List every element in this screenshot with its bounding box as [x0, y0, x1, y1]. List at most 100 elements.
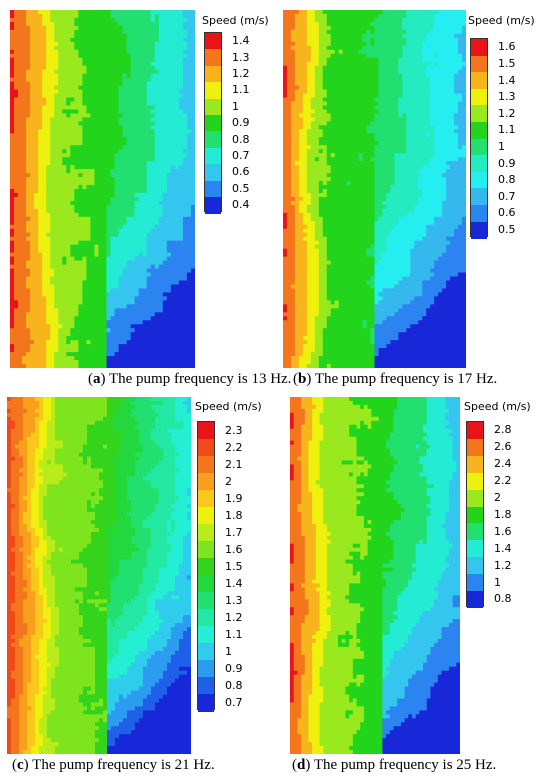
field-cell — [126, 320, 132, 325]
field-cell — [422, 61, 427, 67]
field-cell — [22, 296, 27, 301]
field-cell — [50, 53, 55, 59]
field-cell — [338, 65, 344, 71]
field-cell — [54, 137, 59, 142]
field-cell — [126, 364, 132, 368]
field-cell — [62, 29, 67, 35]
field-cell — [154, 276, 160, 282]
field-cell — [154, 200, 160, 206]
field-cell — [26, 161, 31, 166]
field-cell — [42, 81, 47, 87]
field-cell — [122, 352, 128, 357]
field-cell — [182, 252, 188, 258]
field-cell — [94, 141, 100, 146]
field-cell — [190, 292, 195, 297]
field-cell — [302, 10, 308, 15]
field-cell — [14, 41, 19, 47]
field-cell — [154, 232, 160, 238]
field-cell — [98, 280, 104, 286]
field-cell — [342, 21, 348, 27]
field-cell — [62, 348, 67, 353]
field-cell — [170, 65, 176, 71]
field-cell — [62, 161, 67, 166]
field-cell — [102, 204, 108, 210]
field-cell — [14, 248, 19, 254]
field-cell — [146, 105, 152, 111]
field-cell — [158, 304, 164, 309]
field-cell — [42, 224, 47, 230]
field-cell — [330, 57, 336, 63]
field-cell — [166, 117, 172, 122]
field-cell — [354, 13, 360, 19]
field-cell — [14, 244, 19, 250]
field-cell — [438, 53, 443, 59]
field-cell — [130, 185, 136, 190]
field-cell — [158, 89, 164, 95]
field-cell — [126, 45, 132, 51]
field-cell — [130, 69, 136, 75]
field-cell — [86, 332, 92, 337]
field-cell — [178, 308, 184, 313]
field-cell — [314, 25, 320, 31]
field-cell — [150, 105, 156, 111]
field-cell — [74, 81, 79, 87]
field-cell — [78, 173, 83, 178]
field-cell — [42, 137, 47, 142]
field-cell — [74, 57, 79, 63]
field-cell — [46, 45, 51, 51]
field-cell — [46, 13, 51, 19]
field-cell — [150, 364, 156, 368]
field-cell — [98, 29, 104, 35]
field-cell — [130, 57, 136, 63]
field-cell — [10, 97, 15, 103]
field-cell — [138, 53, 144, 59]
field-cell — [38, 109, 43, 115]
field-cell — [38, 288, 43, 294]
field-cell — [54, 264, 59, 270]
field-cell — [30, 232, 35, 238]
field-cell — [94, 89, 100, 95]
field-cell — [90, 173, 96, 178]
field-cell — [114, 320, 120, 325]
field-cell — [10, 109, 15, 115]
field-cell — [14, 49, 19, 55]
field-cell — [170, 129, 176, 134]
field-cell — [150, 77, 156, 83]
field-cell — [78, 244, 83, 250]
field-cell — [50, 97, 55, 103]
field-cell — [174, 192, 180, 198]
field-cell — [450, 69, 455, 75]
field-cell — [162, 232, 168, 238]
field-cell — [178, 157, 184, 162]
field-cell — [190, 45, 195, 51]
field-cell — [58, 69, 63, 75]
field-cell — [34, 181, 39, 186]
field-cell — [142, 192, 148, 198]
field-cell — [162, 340, 168, 345]
field-cell — [358, 69, 364, 75]
field-cell — [102, 113, 108, 118]
field-cell — [146, 340, 152, 345]
field-cell — [310, 10, 316, 15]
field-cell — [118, 177, 124, 182]
field-cell — [358, 73, 364, 79]
field-cell — [110, 364, 116, 368]
field-cell — [362, 53, 368, 59]
field-cell — [46, 192, 51, 198]
field-cell — [54, 101, 59, 107]
field-cell — [46, 200, 51, 206]
field-cell — [146, 10, 152, 15]
field-cell — [186, 21, 192, 27]
field-cell — [186, 165, 192, 170]
field-cell — [82, 117, 88, 122]
field-cell — [82, 364, 88, 368]
field-cell — [286, 73, 292, 79]
field-cell — [14, 77, 19, 83]
field-cell — [70, 57, 75, 63]
field-cell — [102, 244, 108, 250]
field-cell — [62, 173, 67, 178]
field-cell — [178, 89, 184, 95]
field-cell — [66, 73, 71, 79]
field-cell — [86, 276, 92, 282]
field-cell — [62, 153, 67, 158]
